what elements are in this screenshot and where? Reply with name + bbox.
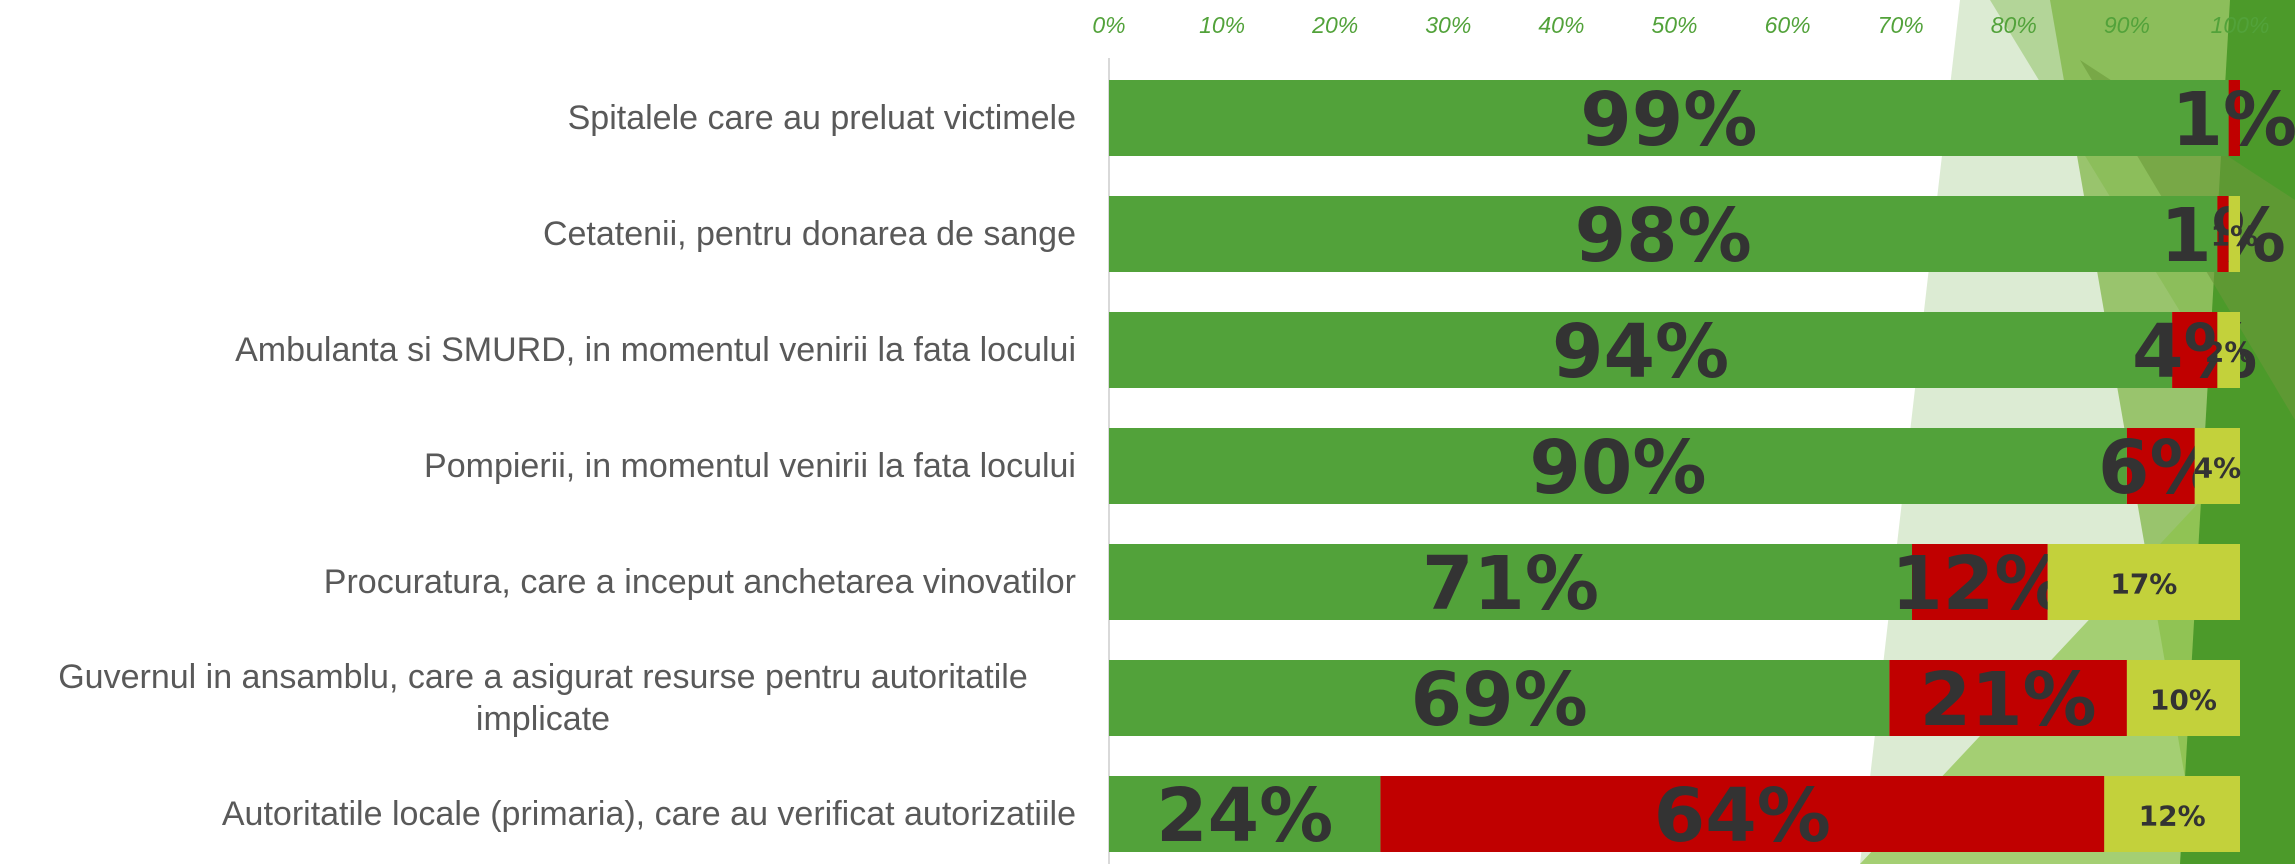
value-label: 1% — [2160, 193, 2286, 279]
bar-segment — [2047, 544, 2240, 620]
value-label: 1% — [2172, 77, 2295, 163]
value-label: 98% — [1575, 193, 1752, 279]
x-tick-label: 50% — [1651, 12, 1697, 38]
value-label: 2% — [2205, 336, 2253, 369]
x-tick-label: 30% — [1425, 12, 1471, 38]
x-tick-label: 100% — [2211, 12, 2270, 38]
bar-segment — [1109, 428, 2127, 504]
bar-segment — [2172, 312, 2218, 388]
x-tick-label: 40% — [1538, 12, 1584, 38]
category-label: Cetatenii, pentru donarea de sange — [542, 215, 1076, 253]
value-label: 99% — [1580, 77, 1757, 163]
bar-segment — [1109, 660, 1890, 736]
value-label: 21% — [1920, 657, 2097, 743]
value-label: 64% — [1654, 773, 1831, 859]
bar-segment — [1109, 776, 1381, 852]
bar-segment — [1109, 196, 2218, 272]
bar-segment — [1912, 544, 2048, 620]
bar-segment — [1109, 544, 1913, 620]
category-label-box: Autoritatile locale (primaria), care au … — [10, 769, 1076, 859]
x-tick-label: 70% — [1878, 12, 1924, 38]
x-tick-label: 20% — [1311, 12, 1358, 38]
bar-segment — [2228, 80, 2240, 156]
bar-segment — [2217, 312, 2240, 388]
x-tick-label: 80% — [1991, 12, 2037, 38]
value-label: 4% — [2194, 452, 2242, 485]
category-label-box: Guvernul in ansamblu, care a asigurat re… — [10, 653, 1076, 743]
value-label: 12% — [1891, 541, 2068, 627]
bar-segment — [2104, 776, 2240, 852]
value-label: 10% — [2150, 684, 2217, 717]
bar-segment — [1109, 80, 2229, 156]
value-label: 12% — [2139, 800, 2206, 833]
bar-segment — [1889, 660, 2127, 736]
category-label: Pompierii, in momentul venirii la fata l… — [424, 447, 1076, 485]
category-label-box: Pompierii, in momentul venirii la fata l… — [10, 421, 1076, 511]
value-label: 24% — [1156, 773, 1333, 859]
value-label: 71% — [1422, 541, 1599, 627]
category-label-box: Spitalele care au preluat victimele — [10, 73, 1076, 163]
bar-segment — [2217, 196, 2229, 272]
value-label: 1% — [2211, 220, 2259, 253]
category-label: Autoritatile locale (primaria), care au … — [221, 795, 1076, 833]
value-label: 69% — [1411, 657, 1588, 743]
category-label-box: Procuratura, care a inceput anchetarea v… — [10, 537, 1076, 627]
bar-segment — [1380, 776, 2105, 852]
bar-segment — [2126, 428, 2195, 504]
category-label-box: Ambulanta si SMURD, in momentul venirii … — [10, 305, 1076, 395]
bar-segment — [2194, 428, 2240, 504]
category-label: Guvernul in ansamblu, care a asigurat re… — [58, 658, 1028, 738]
bar-segment — [2228, 196, 2240, 272]
x-tick-label: 90% — [2104, 12, 2150, 38]
category-label: Ambulanta si SMURD, in momentul venirii … — [235, 331, 1076, 369]
x-tick-label: 0% — [1092, 12, 1125, 38]
value-label: 17% — [2110, 568, 2177, 601]
category-label: Spitalele care au preluat victimele — [567, 99, 1076, 137]
value-label: 90% — [1529, 425, 1706, 511]
category-label-box: Cetatenii, pentru donarea de sange — [10, 189, 1076, 279]
x-tick-label: 10% — [1199, 12, 1245, 38]
x-tick-label: 60% — [1765, 12, 1811, 38]
category-label: Procuratura, care a inceput anchetarea v… — [323, 563, 1076, 601]
bar-segment — [1109, 312, 2173, 388]
bar-segment — [2126, 660, 2240, 736]
value-label: 94% — [1552, 309, 1729, 395]
